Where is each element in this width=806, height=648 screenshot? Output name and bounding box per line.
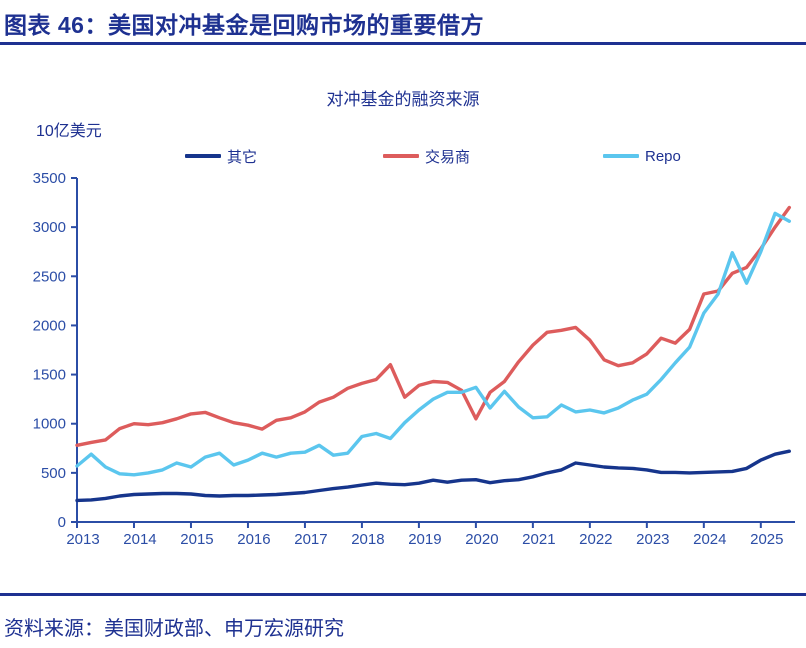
- x-tick-label: 2014: [123, 531, 156, 548]
- chart-legend: 其它 交易商 Repo: [0, 146, 806, 166]
- x-tick-label: 2013: [66, 531, 99, 548]
- line-repo: [75, 211, 791, 477]
- y-tick-label: 0: [58, 514, 66, 531]
- y-tick-label: 1500: [33, 367, 66, 384]
- legend-item-repo: Repo: [603, 146, 681, 166]
- x-tick-label: 2017: [294, 531, 327, 548]
- x-tick-label: 2025: [750, 531, 783, 548]
- legend-line-swatch-other: [185, 154, 221, 158]
- y-tick-label: 3500: [33, 170, 66, 187]
- line-dealer: [75, 205, 791, 447]
- legend-item-other: 其它: [185, 146, 257, 166]
- y-tick-label: 2000: [33, 317, 66, 334]
- x-tick-label: 2022: [579, 531, 612, 548]
- y-tick-label: 2500: [33, 268, 66, 285]
- x-tick-label: 2021: [522, 531, 555, 548]
- x-tick-label: 2020: [465, 531, 498, 548]
- y-tick-label: 1000: [33, 416, 66, 433]
- x-tick-label: 2019: [408, 531, 441, 548]
- legend-line-swatch-repo: [603, 154, 639, 158]
- footer-rule: [0, 593, 806, 596]
- y-tick-label: 500: [41, 465, 66, 482]
- legend-item-dealer: 交易商: [383, 146, 470, 166]
- y-tick-label: 3000: [33, 219, 66, 236]
- legend-label-repo: Repo: [645, 147, 681, 165]
- page-title: 图表 46：美国对冲基金是回购市场的重要借方: [4, 12, 484, 38]
- legend-label-dealer: 交易商: [425, 148, 471, 166]
- title-underline: [0, 42, 806, 45]
- source-note: 资料来源：美国财政部、申万宏源研究: [4, 618, 344, 640]
- y-axis-unit-label: 10亿美元: [36, 123, 102, 140]
- x-tick-label: 2015: [180, 531, 213, 548]
- legend-line-swatch-dealer: [383, 154, 419, 158]
- x-tick-label: 2024: [693, 531, 726, 548]
- x-tick-label: 2018: [351, 531, 384, 548]
- legend-label-other: 其它: [227, 148, 258, 166]
- x-tick-label: 2023: [636, 531, 669, 548]
- line-other: [75, 449, 791, 503]
- chart-title: 对冲基金的融资来源: [326, 90, 480, 109]
- x-tick-label: 2016: [237, 531, 270, 548]
- line-chart-plot: 0 500 1000 1500 2000 2500 3000 3500 2013 2014 2015…: [33, 170, 795, 548]
